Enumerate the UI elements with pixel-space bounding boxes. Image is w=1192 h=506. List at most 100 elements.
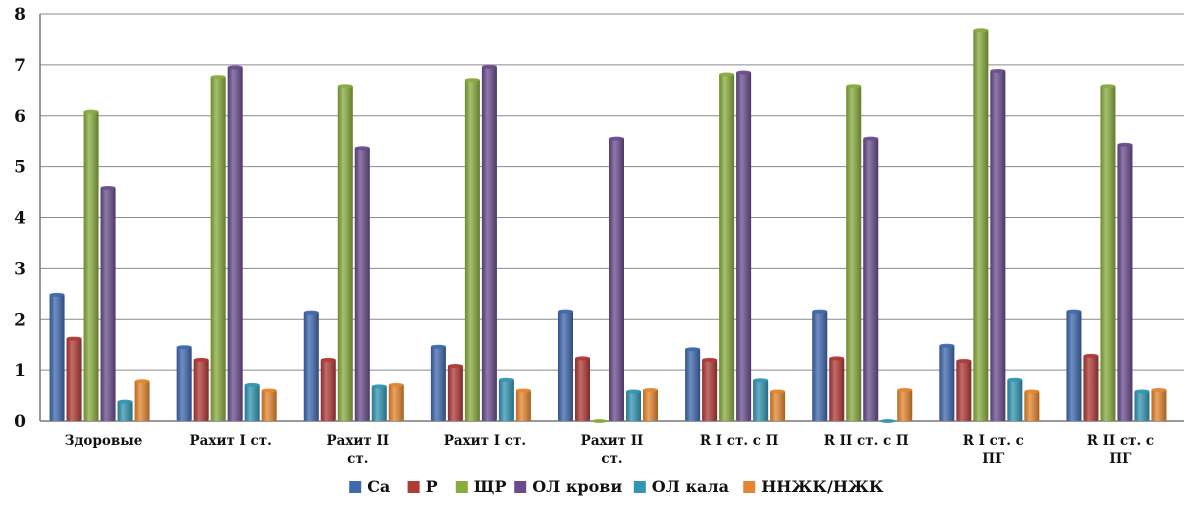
bar-2-6 (846, 84, 862, 421)
bar-4-3 (498, 377, 514, 421)
y-tick-label-5: 5 (14, 158, 26, 178)
bar-3-5 (736, 70, 752, 422)
bar-2-8 (1100, 84, 1116, 421)
bar-5-0 (134, 379, 150, 421)
bar-0-2 (303, 310, 319, 421)
bar-5-3 (515, 388, 531, 421)
bar-3-7 (990, 68, 1006, 422)
legend-label-4: ОЛ кала (652, 477, 729, 496)
legend-swatch-5 (743, 481, 756, 493)
legend-item-0: Ca (349, 477, 390, 496)
y-tick-label-7: 7 (14, 56, 26, 76)
bar-1-5 (702, 357, 718, 421)
legend-item-3: ОЛ крови (514, 477, 622, 496)
bar-3-0 (100, 185, 116, 421)
legend-label-3: ОЛ крови (532, 477, 622, 496)
bar-2-2 (337, 84, 353, 421)
bar-5-8 (1151, 387, 1167, 421)
bar-1-3 (447, 364, 463, 421)
bar-1-8 (1083, 353, 1099, 421)
y-tick-label-8: 8 (14, 5, 26, 25)
legend-label-0: Ca (367, 477, 390, 496)
bar-4-0 (117, 399, 133, 421)
x-tick-label-1-0: Рахит I ст. (190, 433, 272, 449)
x-tick-label-3-0: Рахит I ст. (444, 433, 526, 449)
y-tick-label-6: 6 (14, 107, 26, 127)
bar-2-7 (973, 28, 989, 421)
y-tick-label-2: 2 (14, 310, 26, 330)
bar-0-1 (176, 345, 192, 421)
legend-label-5: ННЖК/НЖК (761, 477, 884, 496)
bar-3-2 (354, 146, 370, 422)
bar-1-7 (956, 358, 972, 421)
legend-item-2: ЩР (455, 477, 507, 496)
bar-5-7 (1024, 389, 1040, 421)
legend-swatch-1 (407, 481, 420, 493)
y-tick-label-4: 4 (14, 209, 26, 229)
x-tick-label-6-0: R II ст. с П (824, 433, 909, 449)
bar-5-4 (643, 387, 658, 421)
x-tick-label-7-0: R I ст. с (963, 433, 1024, 449)
x-axis-ticks: Здоровые Рахит I ст. Рахит II ст. Рахит I ст… (65, 433, 1154, 467)
bar-0-6 (812, 309, 828, 421)
x-tick-label-4-1: ст. (601, 451, 622, 467)
bar-1-6 (829, 356, 845, 421)
bar-0-7 (939, 343, 955, 421)
bar-4-7 (1007, 377, 1023, 421)
bar-5-1 (261, 388, 277, 421)
legend-swatch-2 (455, 481, 468, 493)
x-tick-label-8-0: R II ст. с (1087, 433, 1154, 449)
legend-swatch-4 (633, 481, 646, 493)
bar-4-6 (880, 419, 896, 423)
legend-item-4: ОЛ кала (633, 477, 729, 496)
legend-label-1: P (426, 477, 438, 496)
bar-2-1 (210, 75, 226, 421)
bar-2-3 (464, 78, 480, 422)
bar-3-6 (863, 136, 879, 421)
bar-4-2 (371, 384, 387, 421)
legend-swatch-3 (514, 481, 527, 493)
bar-4-8 (1134, 389, 1150, 421)
y-tick-label-0: 0 (14, 412, 26, 432)
x-tick-label-0-0: Здоровые (65, 433, 143, 449)
y-tick-label-3: 3 (14, 259, 26, 279)
bar-4-5 (753, 378, 769, 421)
legend-label-2: ЩР (474, 477, 507, 496)
bar-0-4 (558, 309, 573, 421)
x-tick-label-8-1: ПГ (1109, 451, 1132, 467)
bar-0-5 (685, 347, 701, 421)
bar-1-1 (193, 357, 209, 421)
x-tick-label-7-1: ПГ (982, 451, 1005, 467)
bar-0-8 (1066, 309, 1082, 421)
legend-swatch-0 (349, 481, 362, 493)
bar-1-4 (575, 356, 590, 421)
x-tick-label-5-0: R I ст. с П (700, 433, 779, 449)
bar-3-1 (227, 65, 243, 422)
bar-5-5 (770, 389, 786, 421)
y-axis-ticks: 0 1 2 3 4 5 6 7 8 (14, 5, 26, 432)
legend-item-5: ННЖК/НЖК (743, 477, 884, 496)
bar-5-2 (388, 382, 404, 421)
bar-4-4 (626, 389, 641, 421)
legend: Ca P ЩР ОЛ крови ОЛ кала ННЖК/НЖК (349, 477, 884, 496)
bars (49, 28, 1167, 423)
bar-4-1 (244, 382, 260, 421)
bar-3-8 (1117, 142, 1133, 421)
bar-1-2 (320, 357, 336, 421)
bar-1-0 (66, 336, 82, 421)
bar-2-4 (592, 419, 607, 423)
bar-3-3 (481, 64, 497, 421)
bar-0-0 (49, 292, 65, 421)
x-tick-label-4-0: Рахит II (581, 433, 644, 449)
bar-2-5 (719, 72, 735, 422)
y-tick-label-1: 1 (14, 361, 26, 381)
bar-2-0 (83, 109, 99, 421)
bar-3-4 (609, 136, 624, 421)
bar-5-6 (897, 387, 913, 421)
legend-item-1: P (407, 477, 438, 496)
bar-0-3 (430, 344, 446, 421)
x-tick-label-2-0: Рахит II (326, 433, 389, 449)
x-tick-label-2-1: ст. (347, 451, 368, 467)
